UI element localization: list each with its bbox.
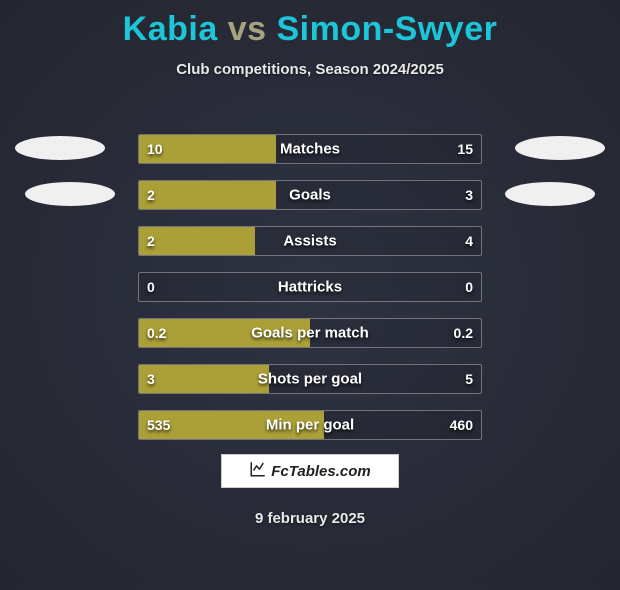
comparison-bars: 10Matches15 2Goals3 2Assists4 0Hattricks0 0.… xyxy=(138,134,482,456)
bar-value-right: 0 xyxy=(465,279,473,295)
bar-label: Hattricks xyxy=(139,279,481,296)
bar-label: Assists xyxy=(139,233,481,250)
bar-label: Goals per match xyxy=(139,325,481,342)
date-text: 9 february 2025 xyxy=(0,510,620,527)
bar-label: Min per goal xyxy=(139,417,481,434)
oval-right-1 xyxy=(515,136,605,160)
bar-row: 3Shots per goal5 xyxy=(138,364,482,394)
title-vs: vs xyxy=(228,10,267,48)
page-title: Kabia vs Simon-Swyer xyxy=(0,10,620,49)
bar-value-right: 15 xyxy=(457,141,473,157)
bar-value-right: 3 xyxy=(465,187,473,203)
bar-value-right: 460 xyxy=(450,417,473,433)
subtitle: Club competitions, Season 2024/2025 xyxy=(0,61,620,78)
oval-left-1 xyxy=(15,136,105,160)
bar-row: 2Goals3 xyxy=(138,180,482,210)
bar-label: Matches xyxy=(139,141,481,158)
bar-value-right: 5 xyxy=(465,371,473,387)
brand-text: FcTables.com xyxy=(271,463,370,480)
bar-row: 0Hattricks0 xyxy=(138,272,482,302)
bar-label: Goals xyxy=(139,187,481,204)
bar-row: 535Min per goal460 xyxy=(138,410,482,440)
oval-right-2 xyxy=(505,182,595,206)
oval-left-2 xyxy=(25,182,115,206)
chart-icon xyxy=(249,460,267,483)
player1-name: Kabia xyxy=(123,10,218,48)
player2-name: Simon-Swyer xyxy=(276,10,497,48)
bar-value-right: 0.2 xyxy=(454,325,473,341)
bar-row: 0.2Goals per match0.2 xyxy=(138,318,482,348)
brand-badge[interactable]: FcTables.com xyxy=(221,454,399,488)
bar-row: 10Matches15 xyxy=(138,134,482,164)
bar-value-right: 4 xyxy=(465,233,473,249)
bar-row: 2Assists4 xyxy=(138,226,482,256)
bar-label: Shots per goal xyxy=(139,371,481,388)
